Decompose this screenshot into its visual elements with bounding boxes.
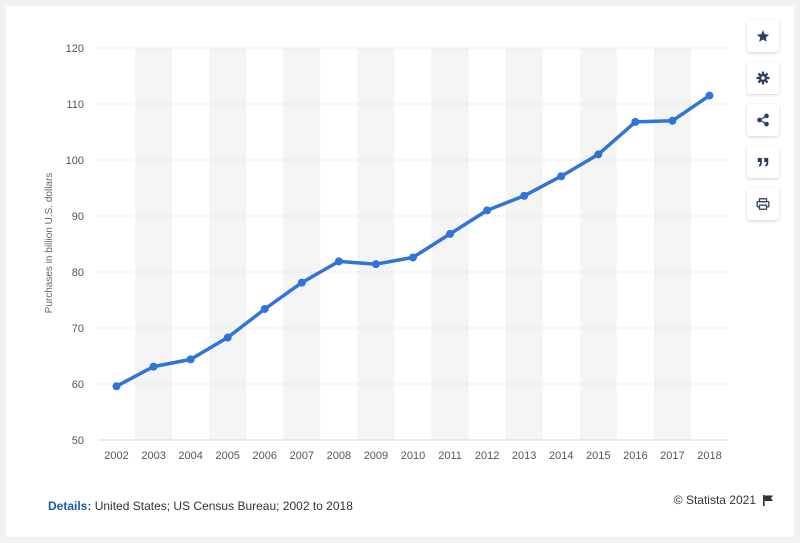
y-tick-label: 60: [72, 379, 84, 391]
quote-icon: [757, 157, 769, 167]
x-tick-label: 2003: [141, 450, 165, 462]
data-point: [705, 91, 714, 100]
x-tick-label: 2016: [623, 450, 647, 462]
x-tick-label: 2018: [697, 450, 721, 462]
data-point: [483, 206, 492, 215]
x-tick-label: 2005: [215, 450, 239, 462]
statista-credit: © Statista 2021: [674, 493, 774, 507]
data-point: [446, 229, 455, 238]
column-band: [209, 48, 247, 440]
data-point: [334, 257, 343, 266]
data-point: [297, 278, 306, 287]
data-point: [631, 117, 640, 126]
column-band: [357, 48, 395, 440]
flag-icon[interactable]: [762, 494, 774, 506]
column-band: [653, 48, 691, 440]
y-tick-label: 70: [72, 323, 84, 335]
share-button[interactable]: [747, 104, 779, 136]
share-icon: [757, 113, 769, 127]
data-points: [112, 91, 714, 391]
data-point: [149, 362, 158, 371]
y-axis-title: Purchases in billion U.S. dollars: [44, 173, 55, 314]
column-band: [579, 48, 617, 440]
favorite-button[interactable]: [747, 20, 779, 52]
x-tick-label: 2015: [586, 450, 610, 462]
data-point: [186, 355, 195, 364]
data-point: [557, 172, 566, 181]
data-point: [223, 333, 232, 342]
data-point: [520, 191, 529, 200]
column-band: [505, 48, 543, 440]
x-tick-label: 2008: [327, 450, 351, 462]
settings-button[interactable]: [747, 62, 779, 94]
star-icon: [756, 30, 770, 42]
credit-text[interactable]: © Statista 2021: [673, 493, 756, 507]
y-tick-labels: 50 60 70 80 90 100 110 120: [66, 43, 84, 447]
source-details: Details: United States; US Census Bureau…: [48, 499, 353, 513]
data-point: [112, 382, 121, 391]
x-tick-label: 2007: [290, 450, 314, 462]
data-point: [409, 253, 417, 262]
x-tick-label: 2009: [364, 450, 388, 462]
x-tick-label: 2014: [549, 450, 573, 462]
details-label[interactable]: Details:: [48, 499, 92, 513]
y-tick-label: 80: [72, 267, 84, 279]
column-band: [135, 48, 173, 440]
column-band: [283, 48, 321, 440]
chart-toolbar: [747, 20, 779, 230]
x-tick-label: 2004: [178, 450, 202, 462]
series-line: [114, 93, 712, 388]
x-tick-labels: 2002 2003 2004 2005 2006 2007 2008 2009 2010 2011…: [104, 450, 721, 462]
y-tick-label: 100: [66, 155, 84, 167]
data-point: [260, 304, 269, 313]
y-tick-label: 90: [72, 211, 84, 223]
data-point: [668, 116, 677, 125]
column-band: [431, 48, 469, 440]
print-icon: [756, 198, 770, 210]
cite-button[interactable]: [747, 146, 779, 178]
x-tick-label: 2006: [253, 450, 277, 462]
column-bands: [135, 48, 691, 440]
x-tick-label: 2013: [512, 450, 536, 462]
x-tick-label: 2010: [401, 450, 425, 462]
details-text: United States; US Census Bureau; 2002 to…: [94, 499, 353, 513]
print-button[interactable]: [747, 188, 779, 220]
data-point: [594, 150, 603, 159]
y-tick-label: 110: [66, 99, 84, 111]
x-tick-label: 2002: [104, 450, 128, 462]
y-tick-label: 120: [66, 43, 84, 55]
data-point: [371, 260, 380, 269]
x-tick-label: 2011: [438, 450, 462, 462]
y-tick-label: 50: [72, 435, 84, 447]
x-tick-label: 2012: [475, 450, 499, 462]
x-tick-label: 2017: [660, 450, 684, 462]
gear-icon: [756, 71, 770, 85]
gridlines: [98, 47, 728, 441]
